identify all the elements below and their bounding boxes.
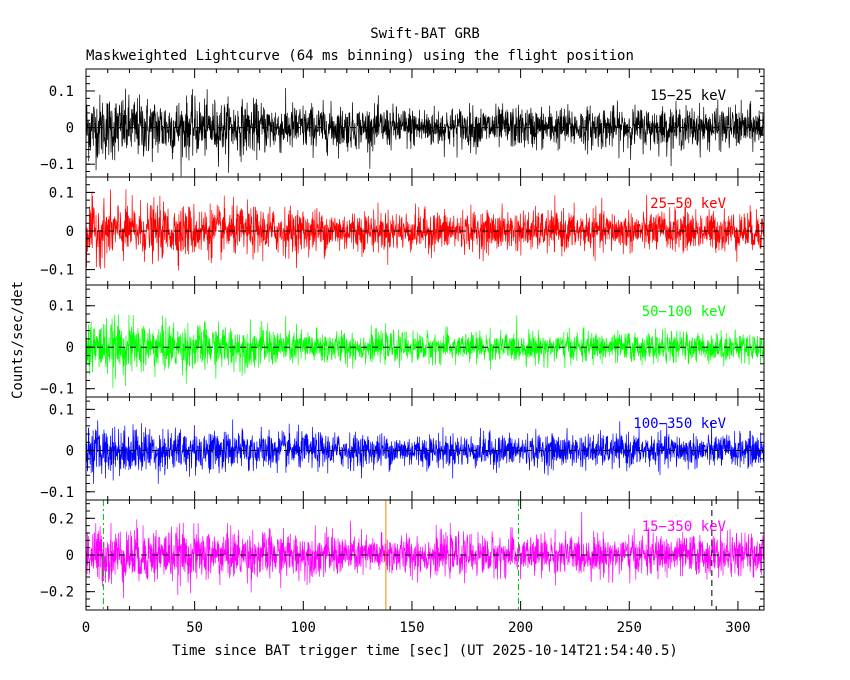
panel-3: −0.1 0 0.1 50−100 keV <box>40 284 765 398</box>
y-tick-label: 0.1 <box>49 402 74 418</box>
panel-1: −0.1 0 0.1 15−25 keV <box>40 68 765 178</box>
x-tick-label: 0 <box>82 620 90 636</box>
band-label: 50−100 keV <box>642 304 727 320</box>
x-tick-label: 250 <box>617 620 642 636</box>
y-tick-label: 0.2 <box>49 511 74 527</box>
panels: −0.1 0 0.1 15−25 keV −0.1 0 0.1 25−50 keV −0.1 0 0… <box>40 68 765 636</box>
y-tick-label: 0 <box>66 224 74 240</box>
y-tick-label: 0 <box>66 548 74 564</box>
x-tick-label: 300 <box>725 620 750 636</box>
y-tick-label: −0.1 <box>40 485 74 501</box>
y-tick-label: 0 <box>66 121 74 137</box>
series-trace <box>85 511 765 599</box>
y-tick-label: 0 <box>66 340 74 356</box>
panel-5: −0.2 0 0.2 15−350 keV <box>40 499 765 611</box>
band-label: 100−350 keV <box>633 416 726 432</box>
y-tick-label: 0.1 <box>49 299 74 315</box>
x-tick-label: 150 <box>399 620 424 636</box>
series-trace <box>85 88 765 177</box>
panel-2: −0.1 0 0.1 25−50 keV <box>40 176 765 286</box>
panel-4: −0.1 0 0.1 100−350 keV <box>40 396 765 501</box>
x-tick-label: 100 <box>291 620 316 636</box>
y-axis-label: Counts/sec/det <box>10 281 26 399</box>
x-tick-label: 50 <box>186 620 203 636</box>
band-label: 15−25 keV <box>650 88 726 104</box>
band-label: 15−350 keV <box>642 519 727 535</box>
chart-title: Swift-BAT GRB <box>370 26 480 42</box>
x-tick-label: 200 <box>508 620 533 636</box>
series-trace <box>85 419 765 484</box>
y-tick-label: −0.1 <box>40 382 74 398</box>
y-tick-label: −0.1 <box>40 157 74 173</box>
x-axis-label: Time since BAT trigger time [sec] (UT 20… <box>172 643 678 659</box>
y-tick-label: −0.2 <box>40 585 74 601</box>
chart-subtitle: Maskweighted Lightcurve (64 ms binning) … <box>86 48 634 64</box>
y-tick-label: 0.1 <box>49 185 74 201</box>
series-trace <box>85 314 765 389</box>
y-tick-label: −0.1 <box>40 263 74 279</box>
band-label: 25−50 keV <box>650 196 726 212</box>
y-tick-label: 0.1 <box>49 84 74 100</box>
series-trace <box>85 189 765 271</box>
y-tick-label: 0 <box>66 444 74 460</box>
